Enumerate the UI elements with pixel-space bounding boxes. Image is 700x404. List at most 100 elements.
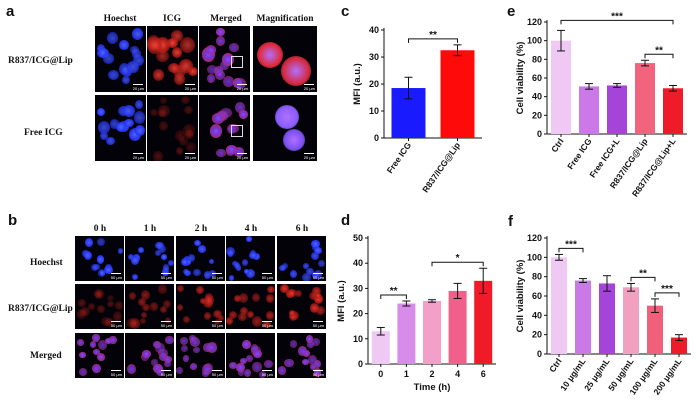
cell bbox=[109, 335, 117, 344]
panel-b-header-6h: 6 h bbox=[295, 224, 309, 234]
micrograph-b-merged-1h: 50 μm bbox=[125, 333, 174, 378]
cell bbox=[233, 147, 245, 157]
cell bbox=[180, 36, 195, 53]
y-tick-label: 20 bbox=[532, 330, 542, 340]
panel-b-header-1h: 1 h bbox=[143, 224, 157, 234]
cell bbox=[223, 76, 234, 88]
bar-1 bbox=[579, 86, 599, 134]
micrograph-a-free-icg-merged: 20 μm bbox=[199, 95, 250, 161]
scale-bar: 50 μm bbox=[110, 372, 122, 377]
y-tick-label: 120 bbox=[527, 17, 542, 27]
bar-3 bbox=[448, 290, 467, 364]
cell bbox=[158, 348, 168, 358]
bar-1 bbox=[397, 303, 416, 364]
cell bbox=[208, 258, 215, 265]
cell bbox=[140, 289, 150, 300]
cell bbox=[158, 284, 167, 294]
cell bbox=[182, 315, 191, 324]
micrograph-b-merged-0h: 50 μm bbox=[75, 333, 124, 378]
cell bbox=[184, 106, 193, 115]
significance-label: ** bbox=[390, 286, 398, 297]
cell bbox=[250, 344, 259, 353]
micrograph-b-hoechst-6h: 50 μm bbox=[277, 236, 326, 281]
cell bbox=[155, 241, 164, 250]
cell bbox=[162, 264, 170, 272]
significance-label: ** bbox=[639, 268, 647, 279]
cell bbox=[301, 358, 309, 365]
cell bbox=[181, 96, 191, 105]
cell bbox=[175, 146, 184, 155]
cell bbox=[216, 149, 226, 158]
scale-bar: 20 μm bbox=[184, 86, 196, 91]
bar-4 bbox=[474, 280, 493, 364]
y-tick-label: 60 bbox=[532, 73, 542, 83]
x-tick-label: 4 bbox=[455, 369, 460, 379]
cell bbox=[158, 104, 171, 118]
cell bbox=[178, 59, 194, 74]
cell bbox=[96, 304, 106, 313]
scale-bar: 20 μm bbox=[303, 86, 315, 91]
cell bbox=[238, 109, 248, 120]
micrograph-b-hoechst-0h: 50 μm bbox=[75, 236, 124, 281]
cell bbox=[266, 285, 275, 293]
panel-label-e: e bbox=[507, 3, 516, 20]
cell bbox=[105, 136, 115, 145]
micrograph-a-lip-magnification: 20 μm bbox=[253, 26, 317, 92]
y-tick-label: 60 bbox=[532, 291, 542, 301]
significance-bracket bbox=[408, 38, 458, 43]
cell bbox=[126, 363, 136, 375]
cell bbox=[165, 336, 174, 344]
cell bbox=[211, 113, 225, 125]
cell bbox=[252, 362, 262, 373]
cell bbox=[204, 270, 211, 279]
cell bbox=[195, 285, 204, 295]
cell bbox=[150, 358, 159, 366]
scale-bar: 50 μm bbox=[261, 323, 273, 328]
cell bbox=[238, 312, 247, 322]
significance-label: *** bbox=[661, 284, 673, 295]
cell bbox=[96, 237, 106, 246]
bar-3 bbox=[623, 287, 639, 354]
bar-0 bbox=[551, 40, 571, 134]
scale-bar: 20 μm bbox=[236, 155, 248, 160]
significance-bracket bbox=[654, 292, 680, 297]
cell bbox=[92, 363, 101, 374]
bar-1 bbox=[575, 280, 591, 354]
bar-0 bbox=[371, 331, 390, 364]
cell bbox=[98, 339, 108, 351]
y-tick-label: 40 bbox=[369, 25, 379, 35]
y-tick-label: 20 bbox=[532, 110, 542, 120]
panel-b-row-label-lip: R837/ICG@Lip bbox=[8, 304, 73, 314]
cell bbox=[312, 286, 321, 296]
bar-2 bbox=[607, 85, 627, 134]
cell bbox=[197, 245, 206, 253]
y-tick-label: 20 bbox=[353, 309, 363, 319]
cell bbox=[238, 293, 248, 303]
micrograph-b-lip-0h: 50 μm bbox=[75, 284, 124, 329]
y-axis-label: Cell viability (%) bbox=[515, 260, 526, 333]
micrograph-b-lip-1h: 50 μm bbox=[125, 284, 174, 329]
cell bbox=[128, 291, 137, 300]
panel-b-header-0h: 0 h bbox=[93, 224, 107, 234]
cell bbox=[95, 290, 102, 299]
cell bbox=[194, 240, 202, 247]
cell bbox=[201, 364, 212, 376]
scale-bar: 50 μm bbox=[312, 323, 324, 328]
cell bbox=[284, 358, 294, 367]
cell bbox=[314, 246, 322, 254]
bar-1 bbox=[440, 50, 475, 138]
micrograph-a-lip-hoechst: 20 μm bbox=[95, 26, 146, 92]
cell bbox=[183, 268, 189, 275]
cell bbox=[137, 297, 146, 307]
cell bbox=[176, 367, 183, 374]
cell bbox=[178, 136, 189, 146]
cell bbox=[236, 363, 246, 372]
cell bbox=[280, 284, 289, 294]
cell bbox=[247, 310, 254, 319]
cell bbox=[149, 302, 159, 311]
cell bbox=[242, 339, 252, 350]
y-tick-label: 30 bbox=[353, 283, 363, 293]
significance-bracket bbox=[558, 247, 584, 253]
cell bbox=[131, 273, 139, 280]
cell bbox=[175, 130, 186, 142]
